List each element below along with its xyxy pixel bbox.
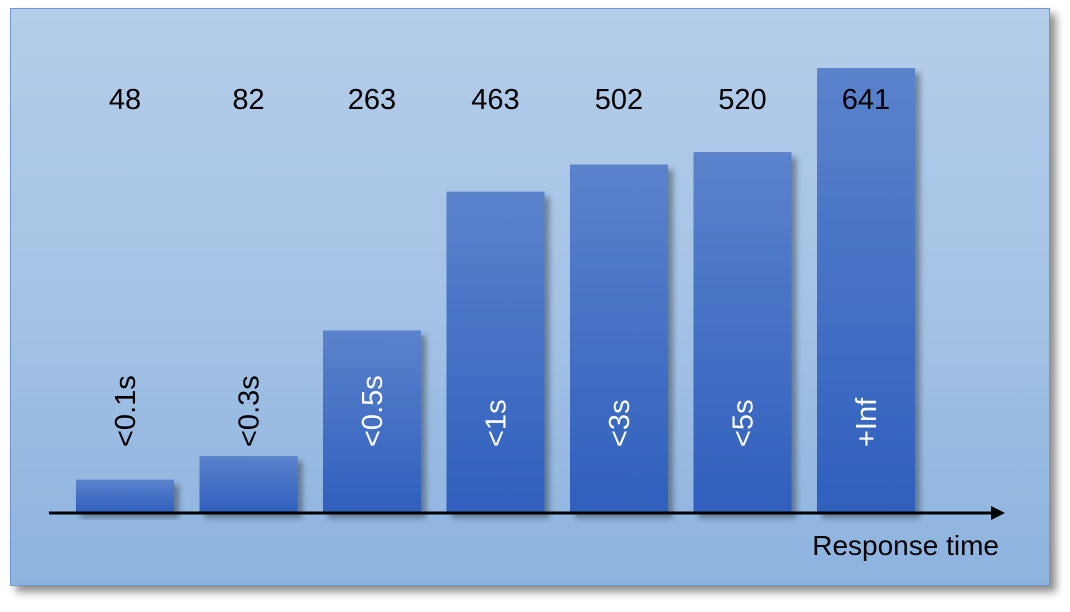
bars-group xyxy=(76,68,915,513)
bar xyxy=(570,164,668,513)
bar xyxy=(693,152,792,513)
bar-value-label: 48 xyxy=(109,84,141,116)
category-label: <0.3s xyxy=(234,375,266,447)
chart-panel: 48 82 263 463 502 520 641 <0.1s <0.3s <0.5s <1s <3… xyxy=(10,8,1050,586)
bar-value-label: 520 xyxy=(718,84,766,116)
bar xyxy=(76,479,174,513)
category-label: <0.5s xyxy=(357,375,389,447)
x-axis-title: Response time xyxy=(812,530,999,561)
category-label: <5s xyxy=(728,399,760,447)
bar xyxy=(323,330,421,513)
category-labels-group: <0.1s <0.3s <0.5s <1s <3s <5s +Inf xyxy=(110,375,883,447)
bar-chart: 48 82 263 463 502 520 641 <0.1s <0.3s <0.5s <1s <3… xyxy=(49,68,1005,561)
category-label: <3s xyxy=(604,399,636,447)
bar xyxy=(446,191,545,513)
bar-value-label: 463 xyxy=(471,84,519,116)
category-label: <0.1s xyxy=(110,375,142,447)
category-label: <1s xyxy=(481,399,513,447)
bar-value-label: 82 xyxy=(232,84,264,116)
bar-value-label: 263 xyxy=(348,84,396,116)
category-label: +Inf xyxy=(851,397,883,447)
bar xyxy=(199,456,298,513)
bar xyxy=(817,68,915,513)
bar-value-label: 641 xyxy=(842,84,890,116)
value-labels-group: 48 82 263 463 502 520 641 xyxy=(109,84,890,116)
x-axis-arrowhead xyxy=(991,506,1005,520)
bar-value-label: 502 xyxy=(595,84,643,116)
